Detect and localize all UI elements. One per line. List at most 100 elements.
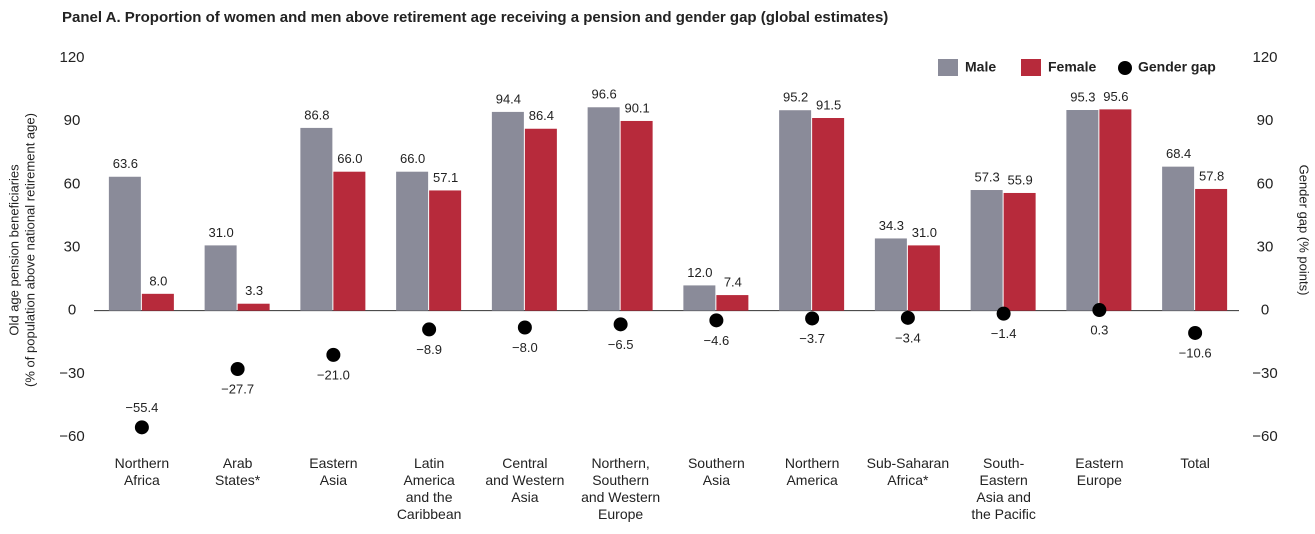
bar	[970, 190, 1003, 311]
gap-value-label: −3.4	[895, 330, 921, 345]
bar-value-label: 91.5	[816, 97, 841, 112]
gap-value-label: −55.4	[125, 400, 158, 415]
y2-tick-label: −60	[1252, 428, 1277, 445]
bar-value-label: 66.0	[400, 151, 425, 166]
gap-dot	[326, 347, 341, 362]
bar-value-label: 31.0	[912, 225, 937, 240]
bar	[620, 120, 653, 311]
gap-dot	[230, 361, 245, 376]
bar	[907, 245, 940, 311]
bar	[1162, 166, 1195, 311]
y-tick-label: 30	[64, 238, 81, 255]
gap-value-label: −3.7	[799, 331, 825, 346]
bar	[108, 176, 141, 311]
gap-dot	[1092, 303, 1107, 318]
bar-value-label: 95.3	[1070, 89, 1095, 104]
x-tick-label: Central and Western Asia	[485, 455, 565, 505]
gap-value-label: −21.0	[317, 367, 350, 382]
bar	[874, 238, 907, 311]
gap-dot	[613, 317, 628, 332]
y2-tick-label: −30	[1252, 365, 1277, 382]
y2-tick-label: 60	[1257, 175, 1274, 192]
bar-value-label: 8.0	[149, 273, 167, 288]
bar-value-label: 95.2	[783, 90, 808, 105]
bar-value-label: 55.9	[1007, 172, 1032, 187]
gap-value-label: −1.4	[991, 326, 1017, 341]
bar	[1066, 110, 1099, 311]
gap-value-label: −10.6	[1179, 345, 1212, 360]
legend-label: Male	[965, 59, 996, 75]
bar	[812, 118, 845, 311]
y2-tick-label: 120	[1252, 49, 1277, 66]
bar	[333, 171, 366, 311]
y-axis-title: (% of population above national retireme…	[22, 113, 37, 387]
bar	[1195, 188, 1228, 311]
legend-swatch	[1118, 61, 1132, 75]
gap-value-label: −4.6	[704, 333, 730, 348]
bar	[141, 293, 174, 311]
bar-value-label: 57.1	[433, 170, 458, 185]
bar-value-label: 34.3	[879, 218, 904, 233]
bar	[524, 128, 557, 311]
bar-value-label: 95.6	[1103, 89, 1128, 104]
y-tick-label: 90	[64, 112, 81, 129]
bar	[1099, 109, 1132, 311]
gap-dot	[900, 310, 915, 325]
x-tick-label: Southern Asia	[687, 455, 745, 488]
gap-value-label: −8.9	[416, 342, 442, 357]
chart-title: Panel A. Proportion of women and men abo…	[62, 9, 888, 26]
y-tick-label: −60	[59, 428, 84, 445]
bar	[429, 190, 462, 311]
x-tick-label: Sub-Saharan Africa*	[866, 455, 950, 488]
x-tick-label: Northern, Southern and Western Europe	[581, 455, 661, 522]
bar	[396, 171, 429, 311]
x-tick-label: Eastern Europe	[1075, 455, 1124, 488]
bar	[237, 303, 270, 311]
bar-value-label: 86.8	[304, 107, 329, 122]
bar-value-label: 96.6	[591, 87, 616, 102]
bar	[683, 285, 716, 311]
y-tick-label: 60	[64, 175, 81, 192]
y-tick-label: 120	[59, 49, 84, 66]
y2-tick-label: 0	[1261, 302, 1269, 319]
bar-value-label: 90.1	[624, 100, 649, 115]
gap-dot	[517, 320, 532, 335]
legend-label: Gender gap	[1138, 59, 1216, 75]
gap-dot	[134, 420, 149, 435]
bar-value-label: 31.0	[208, 225, 233, 240]
bar	[716, 295, 749, 311]
x-tick-label: South- Eastern Asia and the Pacific	[971, 455, 1036, 522]
x-tick-label: Northern Africa	[114, 455, 170, 488]
bar	[491, 111, 524, 311]
gap-value-label: 0.3	[1090, 322, 1108, 337]
bar-value-label: 12.0	[687, 265, 712, 280]
bar-value-label: 57.8	[1199, 168, 1224, 183]
y-tick-label: 0	[68, 302, 76, 319]
y-tick-label: −30	[59, 365, 84, 382]
y2-axis-title: Gender gap (% points)	[1297, 165, 1312, 296]
bar	[204, 245, 237, 311]
gap-value-label: −8.0	[512, 340, 538, 355]
legend-swatch	[938, 59, 958, 76]
bar-value-label: 63.6	[113, 156, 138, 171]
bar-value-label: 7.4	[724, 275, 742, 290]
gap-dot	[996, 306, 1011, 321]
bar-value-label: 57.3	[974, 169, 999, 184]
y-axis-title: Old age pension beneficiaries	[6, 164, 21, 336]
bar-value-label: 68.4	[1166, 146, 1191, 161]
gap-value-label: −6.5	[608, 337, 634, 352]
gap-dot	[709, 313, 724, 328]
x-tick-label: Arab States*	[215, 455, 261, 488]
gap-dot	[422, 322, 437, 337]
gap-dot	[1188, 325, 1203, 340]
y2-tick-label: 30	[1257, 238, 1274, 255]
x-tick-label: Total	[1180, 455, 1210, 471]
bar	[587, 107, 620, 311]
legend-swatch	[1021, 59, 1041, 76]
x-tick-label: Eastern Asia	[309, 455, 358, 488]
bar-value-label: 66.0	[337, 151, 362, 166]
legend-label: Female	[1048, 59, 1096, 75]
y2-tick-label: 90	[1257, 112, 1274, 129]
bar-value-label: 86.4	[529, 108, 554, 123]
